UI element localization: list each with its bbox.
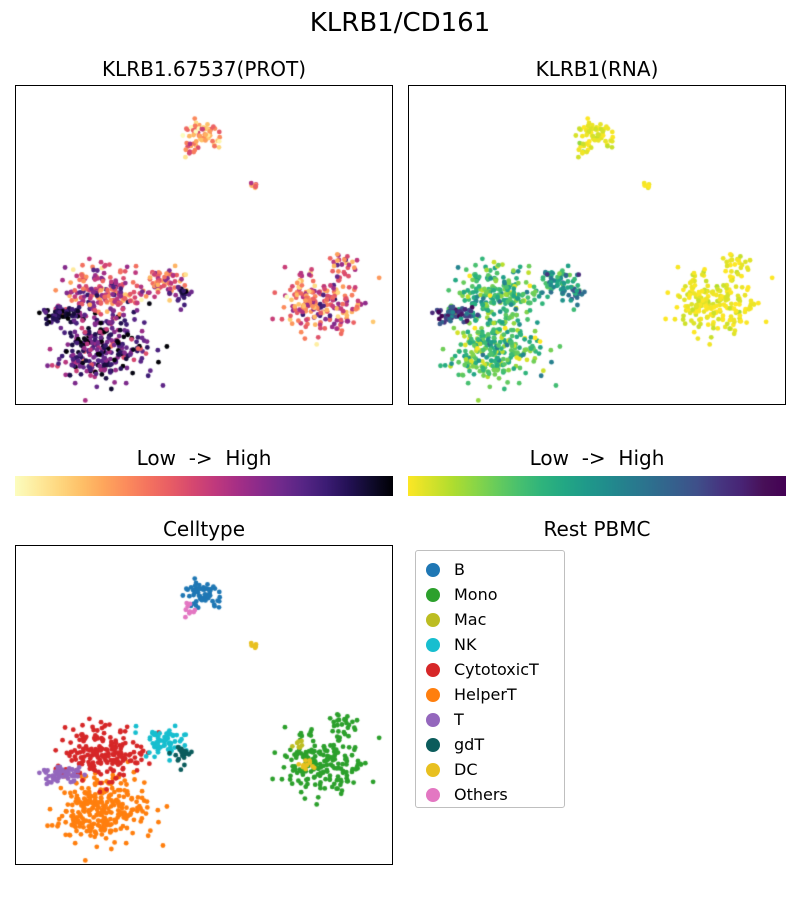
colorbar-label-rna: Low -> High [408, 446, 786, 470]
legend-swatch-icon [426, 563, 440, 577]
scatter-canvas-rna [409, 86, 785, 404]
scatter-canvas-celltype [16, 546, 392, 864]
legend-label: Others [454, 782, 508, 807]
legend-item-mac: Mac [426, 607, 554, 632]
legend-item-cytotoxict: CytotoxicT [426, 657, 554, 682]
legend-item-gdt: gdT [426, 732, 554, 757]
legend-swatch-icon [426, 788, 440, 802]
legend-label: CytotoxicT [454, 657, 539, 682]
legend-item-others: Others [426, 782, 554, 807]
scatter-panel-celltype [15, 545, 393, 865]
legend-swatch-icon [426, 713, 440, 727]
figure: KLRB1/CD161 KLRB1.67537(PROT) Low -> Hig… [0, 0, 800, 900]
legend-label: B [454, 557, 465, 582]
panel-title-celltype: Celltype [15, 517, 393, 541]
legend-item-t: T [426, 707, 554, 732]
legend-swatch-icon [426, 613, 440, 627]
legend-label: HelperT [454, 682, 517, 707]
legend-label: Mono [454, 582, 498, 607]
panel-title-legend: Rest PBMC [408, 517, 786, 541]
legend-swatch-icon [426, 763, 440, 777]
legend-item-dc: DC [426, 757, 554, 782]
panel-title-rna: KLRB1(RNA) [408, 57, 786, 81]
legend-swatch-icon [426, 738, 440, 752]
colorbar-rna [408, 476, 786, 496]
legend-swatch-icon [426, 688, 440, 702]
panel-title-prot: KLRB1.67537(PROT) [15, 57, 393, 81]
legend-label: DC [454, 757, 478, 782]
scatter-panel-rna [408, 85, 786, 405]
legend-item-nk: NK [426, 632, 554, 657]
colorbar-prot [15, 476, 393, 496]
legend-item-b: B [426, 557, 554, 582]
legend-item-mono: Mono [426, 582, 554, 607]
main-title: KLRB1/CD161 [0, 8, 800, 38]
legend-swatch-icon [426, 663, 440, 677]
legend-label: NK [454, 632, 476, 657]
legend-label: gdT [454, 732, 484, 757]
legend-swatch-icon [426, 588, 440, 602]
scatter-panel-prot [15, 85, 393, 405]
legend-swatch-icon [426, 638, 440, 652]
colorbar-label-prot: Low -> High [15, 446, 393, 470]
legend-label: Mac [454, 607, 486, 632]
legend-label: T [454, 707, 464, 732]
legend-item-helpert: HelperT [426, 682, 554, 707]
scatter-canvas-prot [16, 86, 392, 404]
legend-box: BMonoMacNKCytotoxicTHelperTTgdTDCOthers [415, 550, 565, 808]
